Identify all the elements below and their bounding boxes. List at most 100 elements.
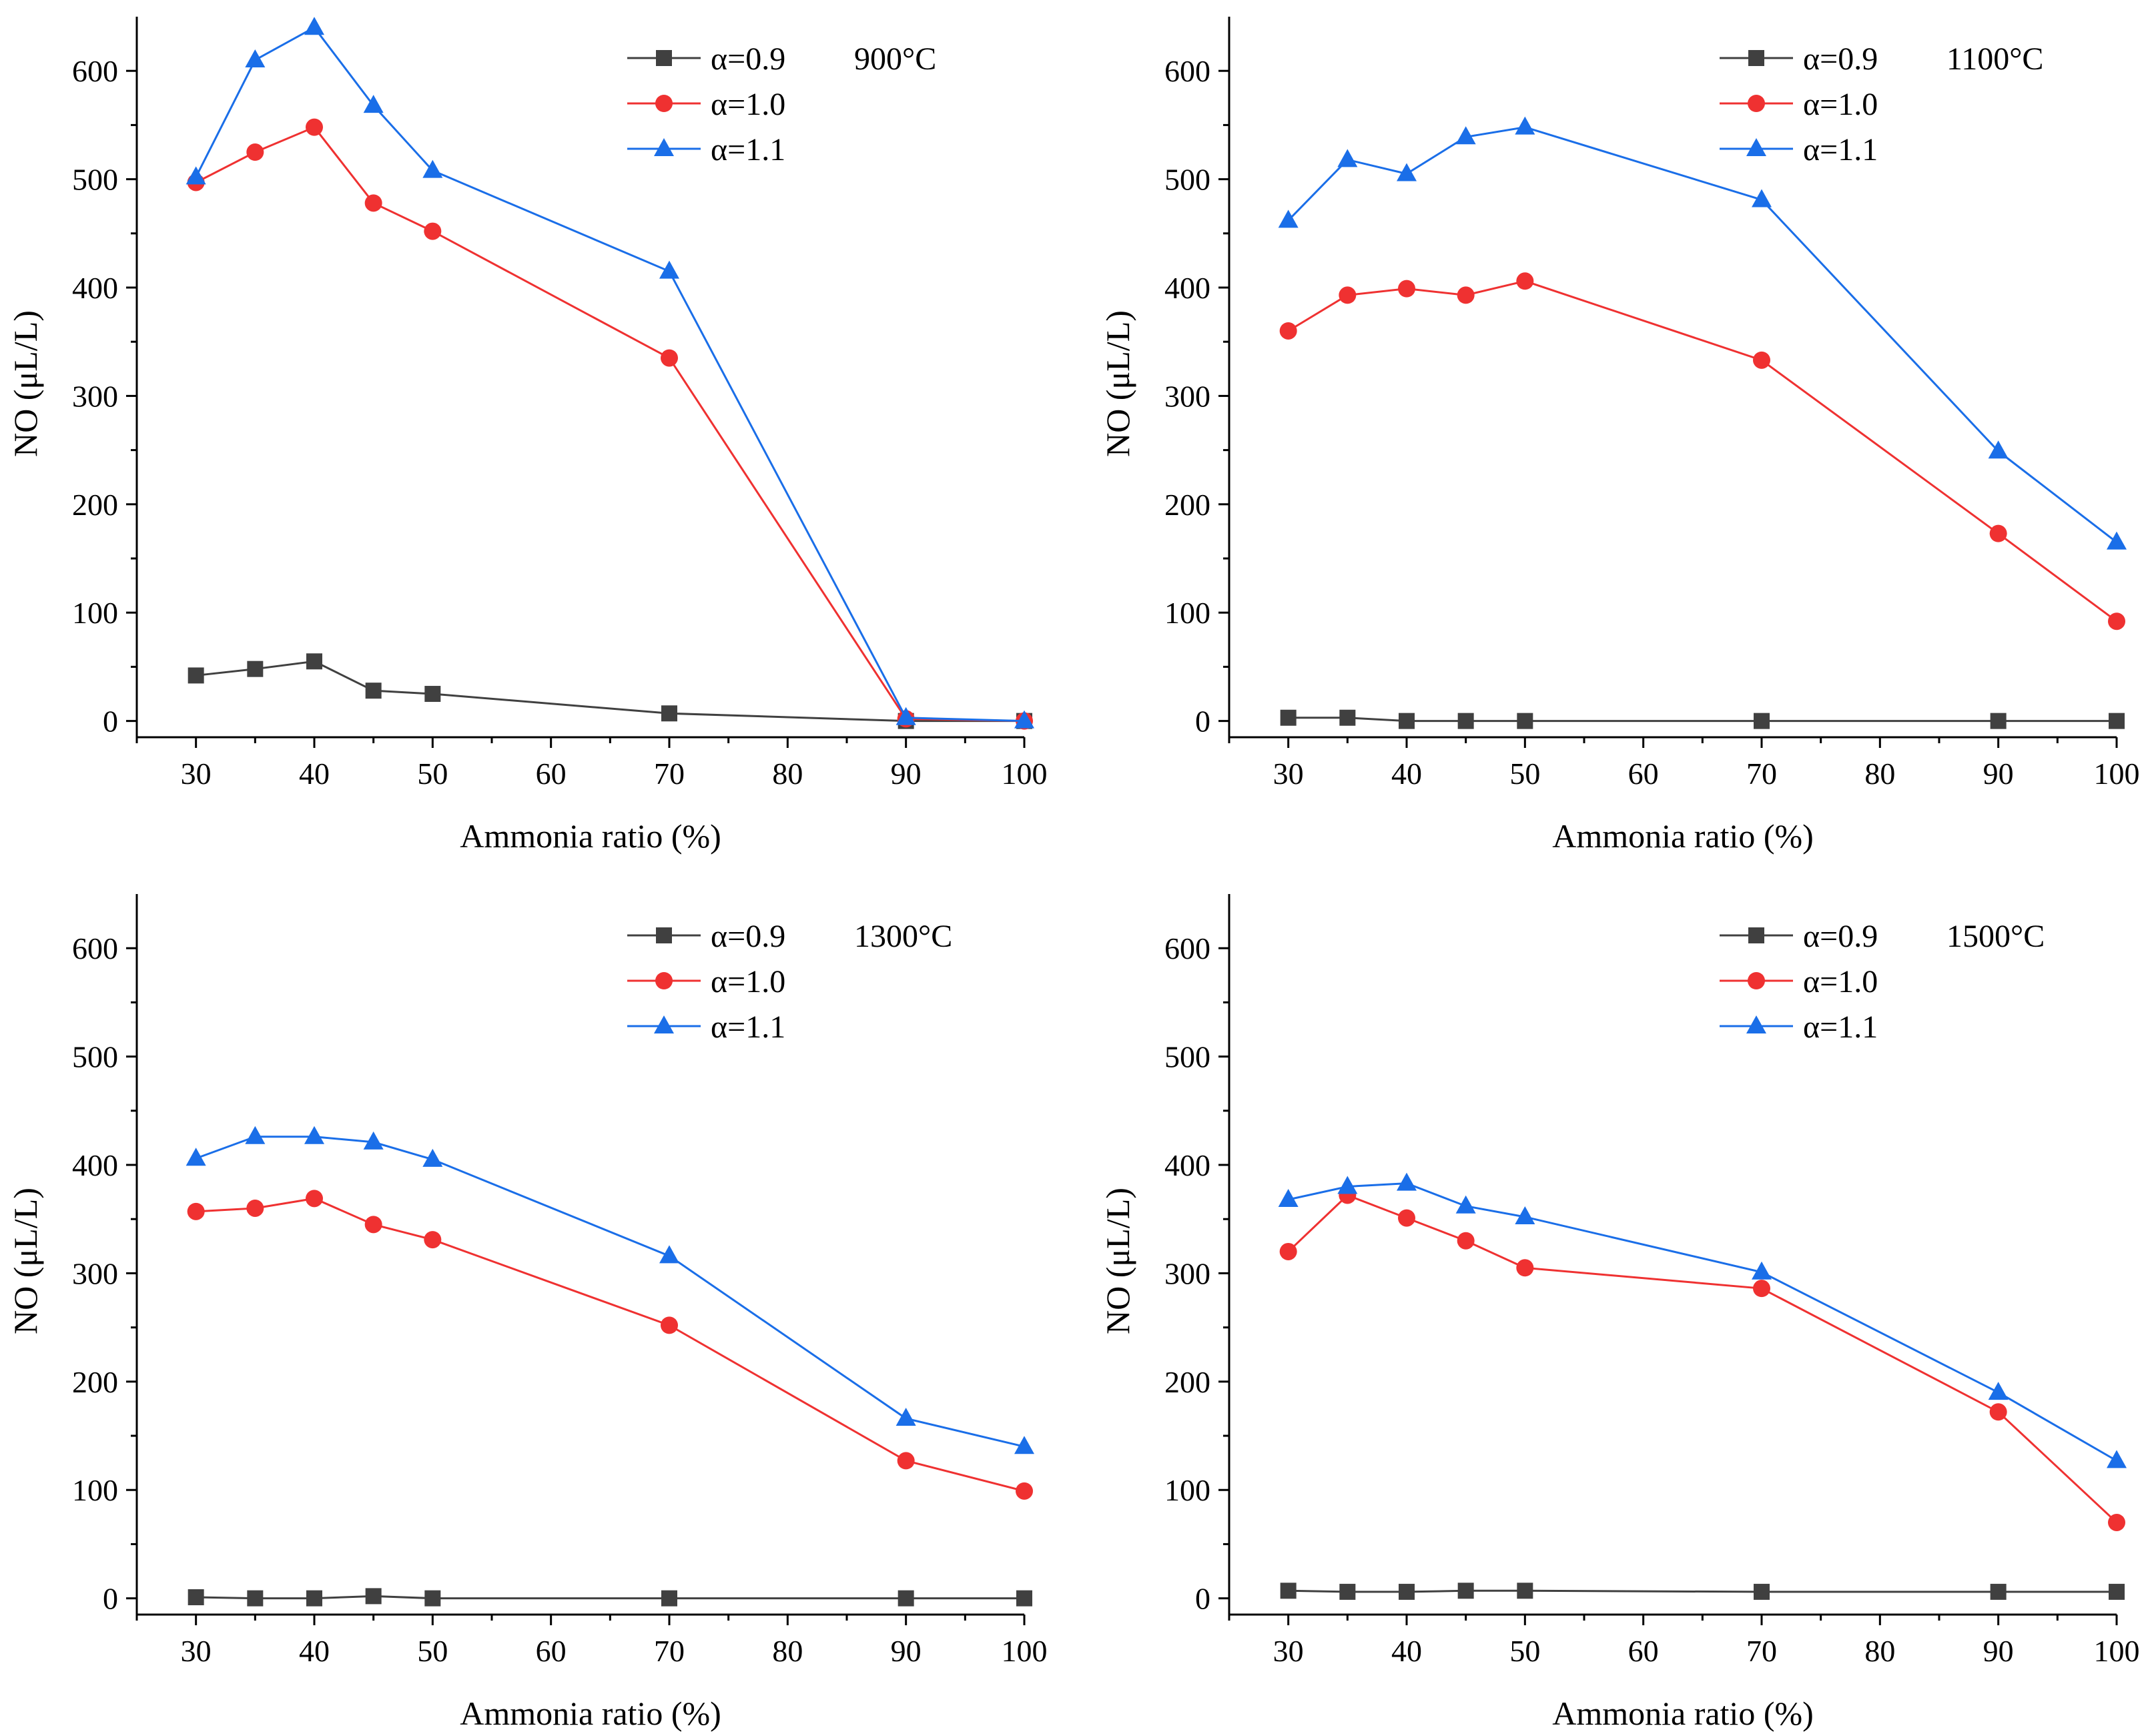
data-point [247,1590,264,1607]
data-point [365,1588,382,1605]
data-point [2109,1583,2125,1600]
series-3 [1278,1172,2127,1468]
y-tick-label: 600 [1164,54,1210,88]
chart-panel-1: 30 40 50 60 70 80 90 100 0 100 200 300 400 500 600 Ammo… [7,17,1048,855]
legend-marker [1748,927,1764,943]
x-tick-label: 90 [891,757,922,791]
data-point [246,143,264,161]
x-tick-label: 50 [417,757,448,791]
legend-marker [1746,1015,1766,1033]
data-point [2107,1450,2127,1468]
y-tick-label: 200 [72,1365,118,1399]
x-tick-label: 40 [299,757,330,791]
data-point [1989,524,2007,542]
y-tick-label: 200 [1164,488,1210,522]
data-point [2109,713,2125,729]
y-tick-label: 300 [1164,379,1210,413]
y-tick-label: 600 [72,54,118,88]
legend-label: α=0.9 [711,41,785,77]
legend: α=0.9 α=1.0 α=1.1 900°C [627,41,936,167]
data-point [424,222,442,240]
series-3 [186,1126,1034,1454]
x-tick-label: 40 [299,1634,330,1668]
data-point [1279,1242,1297,1260]
y-tick-label: 400 [72,1148,118,1182]
data-point [363,1131,384,1150]
legend-label: α=1.1 [711,1009,785,1045]
data-point [1990,1583,2007,1600]
x-axis-title: Ammonia ratio (%) [1552,1695,1814,1732]
data-point [245,1126,266,1144]
legend-temperature: 1300°C [854,919,952,954]
data-point [1457,1583,1474,1599]
data-point [1515,116,1535,135]
data-point [1752,1261,1772,1280]
series-line [1287,1194,2118,1524]
x-tick-label: 100 [2094,757,2140,791]
y-tick-label: 100 [1164,596,1210,630]
x-tick-label: 30 [1273,757,1304,791]
data-point [1337,1176,1358,1194]
legend-label: α=1.1 [711,132,785,167]
chart-panel-2: 30 40 50 60 70 80 90 100 0 100 200 300 400 500 600 Ammo… [1099,17,2140,855]
data-point [363,95,384,113]
series-line [1288,1182,2117,1462]
legend-marker [1746,138,1766,156]
legend-label: α=1.0 [711,87,785,122]
y-tick-label: 600 [72,931,118,965]
x-tick-label: 60 [536,1634,567,1668]
data-point [186,1148,206,1166]
data-point [1516,272,1534,290]
data-point [422,1148,443,1167]
data-point [1397,1172,1417,1191]
y-axis-title: NO (μL/L) [1099,310,1136,457]
data-point [1016,1590,1032,1607]
x-tick-label: 40 [1391,1634,1422,1668]
x-tick-label: 60 [536,757,567,791]
legend-marker [656,50,672,66]
data-point [1278,209,1299,228]
data-point [306,1590,322,1607]
data-point [422,159,443,178]
x-tick-label: 30 [181,1634,212,1668]
legend-marker [1748,972,1765,989]
legend-label: α=1.0 [1803,964,1878,999]
data-point [659,1245,679,1264]
series-line [1288,717,2117,723]
y-tick-label: 100 [1164,1473,1210,1507]
data-point [2108,612,2125,630]
y-tick-label: 200 [72,488,118,522]
series-1 [1280,1583,2125,1600]
data-point [661,349,678,367]
data-point [1455,126,1476,145]
data-point [1339,286,1357,304]
y-tick-label: 0 [103,1582,118,1616]
legend-label: α=0.9 [1803,41,1878,77]
legend-temperature: 1100°C [1946,41,2043,77]
y-tick-label: 600 [1164,931,1210,965]
data-point [1014,710,1034,729]
data-point [424,1590,441,1607]
data-point [895,707,916,725]
data-point [2108,1513,2125,1531]
data-point [661,1590,677,1607]
legend: α=0.9 α=1.0 α=1.1 1300°C [627,919,952,1045]
x-tick-label: 70 [1746,1634,1777,1668]
data-point [661,1316,678,1334]
x-tick-label: 60 [1628,1634,1659,1668]
data-point [1280,709,1297,726]
data-point [365,683,382,699]
x-tick-label: 70 [654,1634,685,1668]
y-tick-label: 0 [103,705,118,739]
legend-label: α=1.1 [1803,1009,1878,1045]
data-point [424,1231,442,1249]
data-point [895,1408,916,1426]
x-tick-label: 100 [1002,1634,1048,1668]
data-point [898,1590,914,1607]
data-point [1016,1482,1033,1500]
legend-temperature: 1500°C [1946,919,2045,954]
data-point [1279,322,1297,340]
x-tick-label: 60 [1628,757,1659,791]
x-tick-label: 100 [2094,1634,2140,1668]
